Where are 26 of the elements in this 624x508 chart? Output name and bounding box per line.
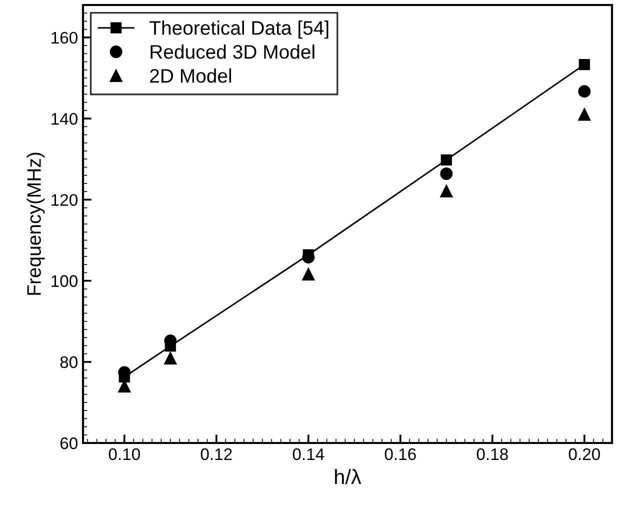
x-tick-label: 0.10 [108,448,140,460]
y-tick-label: 140 [52,112,78,125]
y-axis-title: Frequency(MHz) [26,152,45,295]
y-tick-label: 120 [52,194,78,206]
x-tick-label: 0.18 [476,448,508,460]
point [164,352,177,364]
point [578,59,590,70]
point [578,85,591,98]
point [440,154,452,166]
y-tick-label: 80 [60,356,78,368]
y-tick-label: 60 [60,437,78,450]
x-tick-label: 0.20 [568,448,600,460]
y-tick-label: 100 [52,275,78,287]
x-tick-label: 0.12 [200,448,232,460]
point [578,108,591,121]
point [302,249,314,260]
x-tick-label: 0.16 [384,448,416,460]
point [302,268,315,281]
y-tick-label: 160 [52,32,78,44]
point [440,167,453,180]
x-axis-title: h/λ [335,468,362,484]
legend-label: 2D Model [150,68,232,83]
x-tick-label: 0.14 [292,448,324,460]
legend-label: Theoretical Data [54] [150,20,328,39]
legend-label: Reduced 3D Model [150,44,314,59]
point [440,184,453,198]
